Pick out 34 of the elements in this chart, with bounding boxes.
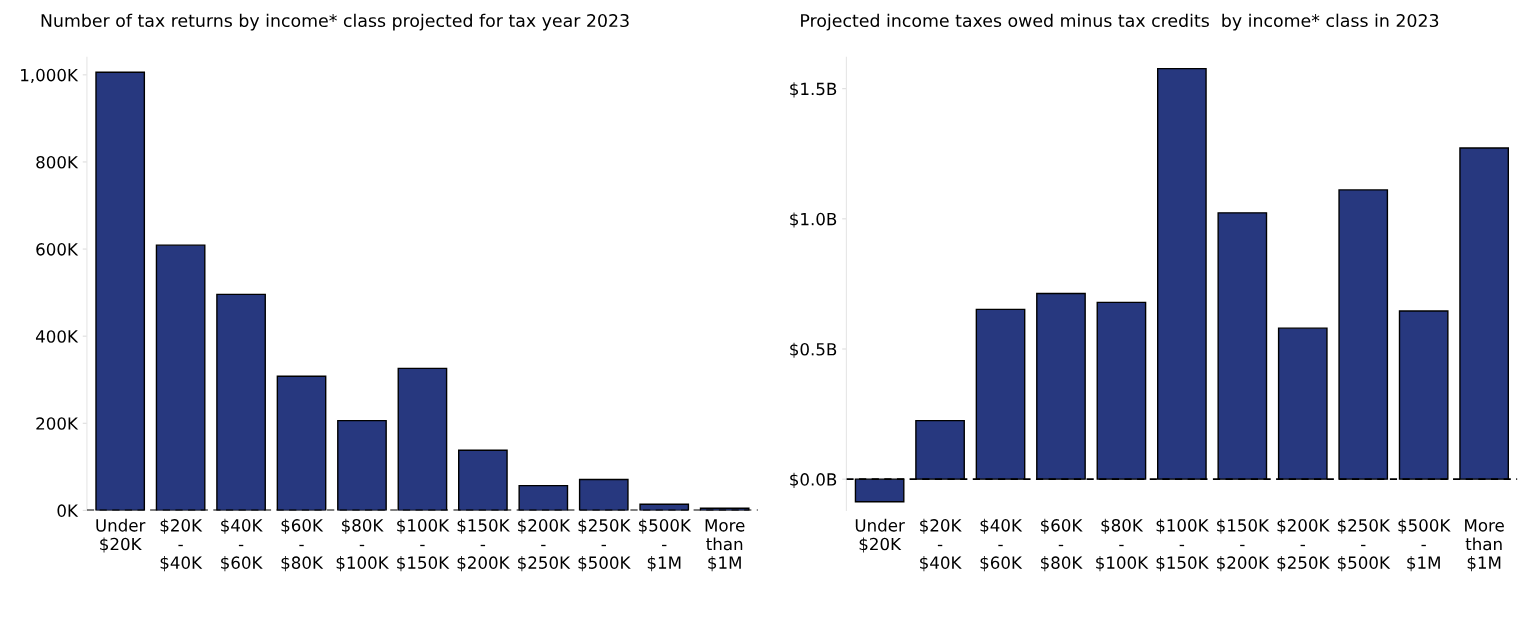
x-tick-label: $20K - $40K	[160, 518, 203, 572]
x-tick-label: $250K - $500K	[578, 518, 631, 572]
x-tick-label: $60K - $80K	[281, 518, 324, 572]
x-tick-label: $40K - $60K	[980, 518, 1023, 572]
x-tick-label: $250K - $500K	[1337, 518, 1391, 572]
y-tick-label: $0.0B	[790, 472, 837, 488]
x-tick-label: $60K - $80K	[1040, 518, 1083, 572]
x-tick-label: $100K - $150K	[1156, 518, 1209, 572]
y-tick-label: $1.0B	[790, 212, 837, 228]
x-tick-label: Under $20K	[855, 518, 905, 553]
x-tick-label: $200K - $250K	[518, 518, 571, 572]
y-tick-label: $0.5B	[790, 342, 837, 358]
y-tick-label: 800K	[36, 155, 79, 169]
y-tick-label: 400K	[35, 330, 79, 343]
x-tick-label: $500K - $1M	[1398, 518, 1451, 572]
x-tick-label: $200K - $250K	[1277, 518, 1330, 572]
y-tick-label: 0K	[57, 504, 79, 517]
x-tick-label: $100K - $150K	[397, 518, 450, 572]
y-tick-label: 1,000K	[21, 68, 79, 84]
chart-title: Projected income taxes owed minus tax credits by income* class in 2023	[801, 13, 1439, 31]
x-tick-label: $150K - $200K	[1217, 518, 1270, 572]
x-tick-label: More than $1M	[1465, 519, 1504, 572]
x-tick-label: $20K - $40K	[920, 518, 962, 572]
x-tick-label: $80K - $100K	[1096, 518, 1149, 572]
x-tick-label: $500K - $1M	[638, 518, 692, 572]
x-tick-label: $150K - $200K	[457, 518, 510, 572]
x-tick-label: Under $20K	[96, 518, 146, 553]
x-tick-label: More than $1M	[705, 519, 745, 572]
y-tick-label: 200K	[36, 417, 79, 430]
y-tick-label: 600K	[36, 243, 79, 256]
x-tick-label: $80K - $100K	[336, 518, 389, 572]
x-tick-label: $40K - $60K	[221, 518, 263, 572]
chart-title: Number of tax returns by income* class projected for tax year 2023	[41, 13, 629, 31]
y-tick-label: $1.5B	[790, 82, 837, 98]
